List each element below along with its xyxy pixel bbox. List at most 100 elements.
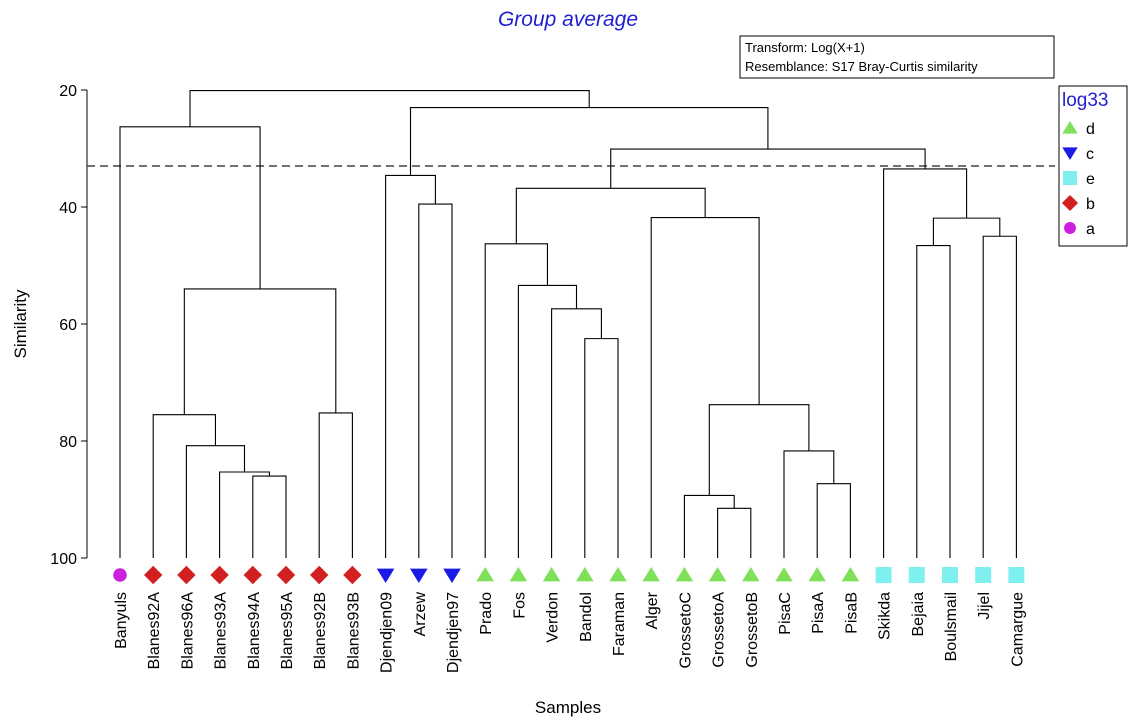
sample-label: Blanes92B xyxy=(312,592,329,669)
sample-label: Fos xyxy=(511,592,528,619)
chart-title: Group average xyxy=(498,8,638,31)
y-axis-ticks: 20 40 60 80 100 xyxy=(50,83,87,568)
sample-label: Blanes93A xyxy=(213,592,230,670)
leaf-marker-camargue xyxy=(1008,567,1025,583)
leaf-marker-grossetoc xyxy=(675,567,694,582)
dendrogram-branch xyxy=(816,483,851,558)
dendrogram-branch xyxy=(683,494,735,558)
leaf-marker-faraman xyxy=(609,567,627,582)
legend-label: b xyxy=(1086,196,1095,213)
sample-label: Prado xyxy=(478,592,495,635)
leaf-marker-boulsmail xyxy=(942,567,958,583)
sample-label: Arzew xyxy=(412,592,429,637)
dendrogram-branch xyxy=(484,243,548,558)
sample-label: GrossetoB xyxy=(744,592,761,668)
dendrogram-branch xyxy=(385,174,436,558)
y-tick-label: 100 xyxy=(50,551,77,568)
legend-label: d xyxy=(1086,121,1095,138)
dendrogram-branch xyxy=(916,245,951,558)
dendrogram-branch xyxy=(584,338,619,558)
dendrogram-branch xyxy=(219,471,270,558)
dendrogram-branch xyxy=(152,414,216,558)
sample-label: Blanes93B xyxy=(345,592,362,669)
dendrogram-tree xyxy=(119,90,1017,558)
leaf-marker-pisac xyxy=(775,567,793,582)
x-axis-label: Samples xyxy=(535,698,601,717)
leaf-marker-bandol xyxy=(576,567,594,582)
sample-label: Blanes96A xyxy=(179,592,196,670)
sample-label: Blanes92A xyxy=(146,592,163,670)
dendrogram-branch xyxy=(252,475,287,558)
dendrogram-branch xyxy=(932,217,1001,246)
dendrogram-branch xyxy=(185,445,246,558)
sample-label: Skikda xyxy=(877,592,894,640)
legend-marker-d xyxy=(1062,121,1078,134)
dendrogram-branch xyxy=(189,90,590,127)
sample-label: Banyuls xyxy=(113,592,130,649)
y-tick-label: 20 xyxy=(59,83,77,100)
leaf-markers xyxy=(113,565,1025,585)
legend-marker-b xyxy=(1061,194,1079,212)
leaf-marker-pisab xyxy=(841,567,860,582)
dendrogram-branch xyxy=(418,203,453,558)
sample-label: PisaC xyxy=(777,592,794,635)
sample-label: Blanes95A xyxy=(279,592,296,670)
dendrogram-branch xyxy=(717,507,752,558)
sample-label: Camargue xyxy=(1009,592,1026,667)
sample-label: Djendjen09 xyxy=(379,592,396,673)
legend-marker-c xyxy=(1062,147,1078,160)
info-box-frame xyxy=(739,35,1055,79)
sample-label: GrossetoC xyxy=(677,592,694,668)
leaf-marker-blanes92a xyxy=(144,565,163,585)
leaf-marker-verdon xyxy=(542,567,561,582)
sample-label: PisaA xyxy=(810,592,827,634)
sample-label: Bandol xyxy=(578,592,595,642)
legend-title: log33 xyxy=(1062,90,1109,111)
dendrogram-branch xyxy=(783,450,835,558)
sample-label: Blanes94A xyxy=(246,592,263,670)
dendrogram-branch xyxy=(883,168,968,558)
legend-label: a xyxy=(1086,221,1095,238)
dendrogram-branch xyxy=(515,187,706,244)
sample-label: Bejaia xyxy=(910,592,927,637)
sample-label: GrossetoA xyxy=(711,592,728,668)
leaf-labels: Banyuls Blanes92A Blanes96A Blanes93A Blanes… xyxy=(113,591,1026,673)
leaf-marker-prado xyxy=(476,567,494,582)
dendrogram-branch xyxy=(551,308,602,558)
leaf-marker-grossetoa xyxy=(708,567,727,582)
leaf-marker-fos xyxy=(509,567,528,582)
sample-label: Alger xyxy=(644,591,661,629)
sample-label: Faraman xyxy=(611,592,628,656)
resemblance-text: Resemblance: S17 Bray-Curtis similarity xyxy=(745,59,978,74)
leaf-marker-banyuls xyxy=(113,568,127,582)
dendrogram-branch xyxy=(708,404,810,496)
y-axis-label: Similarity xyxy=(11,289,30,358)
dendrogram-branch xyxy=(650,216,760,558)
leaf-marker-grossetob xyxy=(742,567,760,582)
legend-label: e xyxy=(1086,171,1095,188)
y-tick-label: 80 xyxy=(59,434,77,451)
dendrogram-branch xyxy=(409,107,769,176)
leaf-marker-arzew xyxy=(410,568,428,583)
info-box: Transform: Log(X+1) Resemblance: S17 Bra… xyxy=(739,35,1055,79)
leaf-marker-blanes92b xyxy=(310,565,329,585)
dendrogram-branch xyxy=(610,148,926,189)
leaf-marker-djendjen97 xyxy=(443,568,461,583)
legend-label: c xyxy=(1086,146,1094,163)
legend-marker-a xyxy=(1064,222,1076,234)
dendrogram-branch xyxy=(119,126,261,558)
legend-frame xyxy=(1058,85,1128,247)
leaf-marker-blanes95a xyxy=(276,565,296,585)
dendrogram-branch xyxy=(318,412,353,558)
y-tick-label: 40 xyxy=(59,200,77,217)
sample-label: Boulsmail xyxy=(943,592,960,661)
leaf-marker-pisaa xyxy=(808,567,826,582)
dendrogram-branch xyxy=(982,235,1017,558)
leaf-marker-jijel xyxy=(975,567,992,583)
leaf-marker-blanes93a xyxy=(210,565,229,585)
leaf-marker-bejaia xyxy=(908,567,925,583)
leaf-marker-djendjen09 xyxy=(376,568,395,583)
